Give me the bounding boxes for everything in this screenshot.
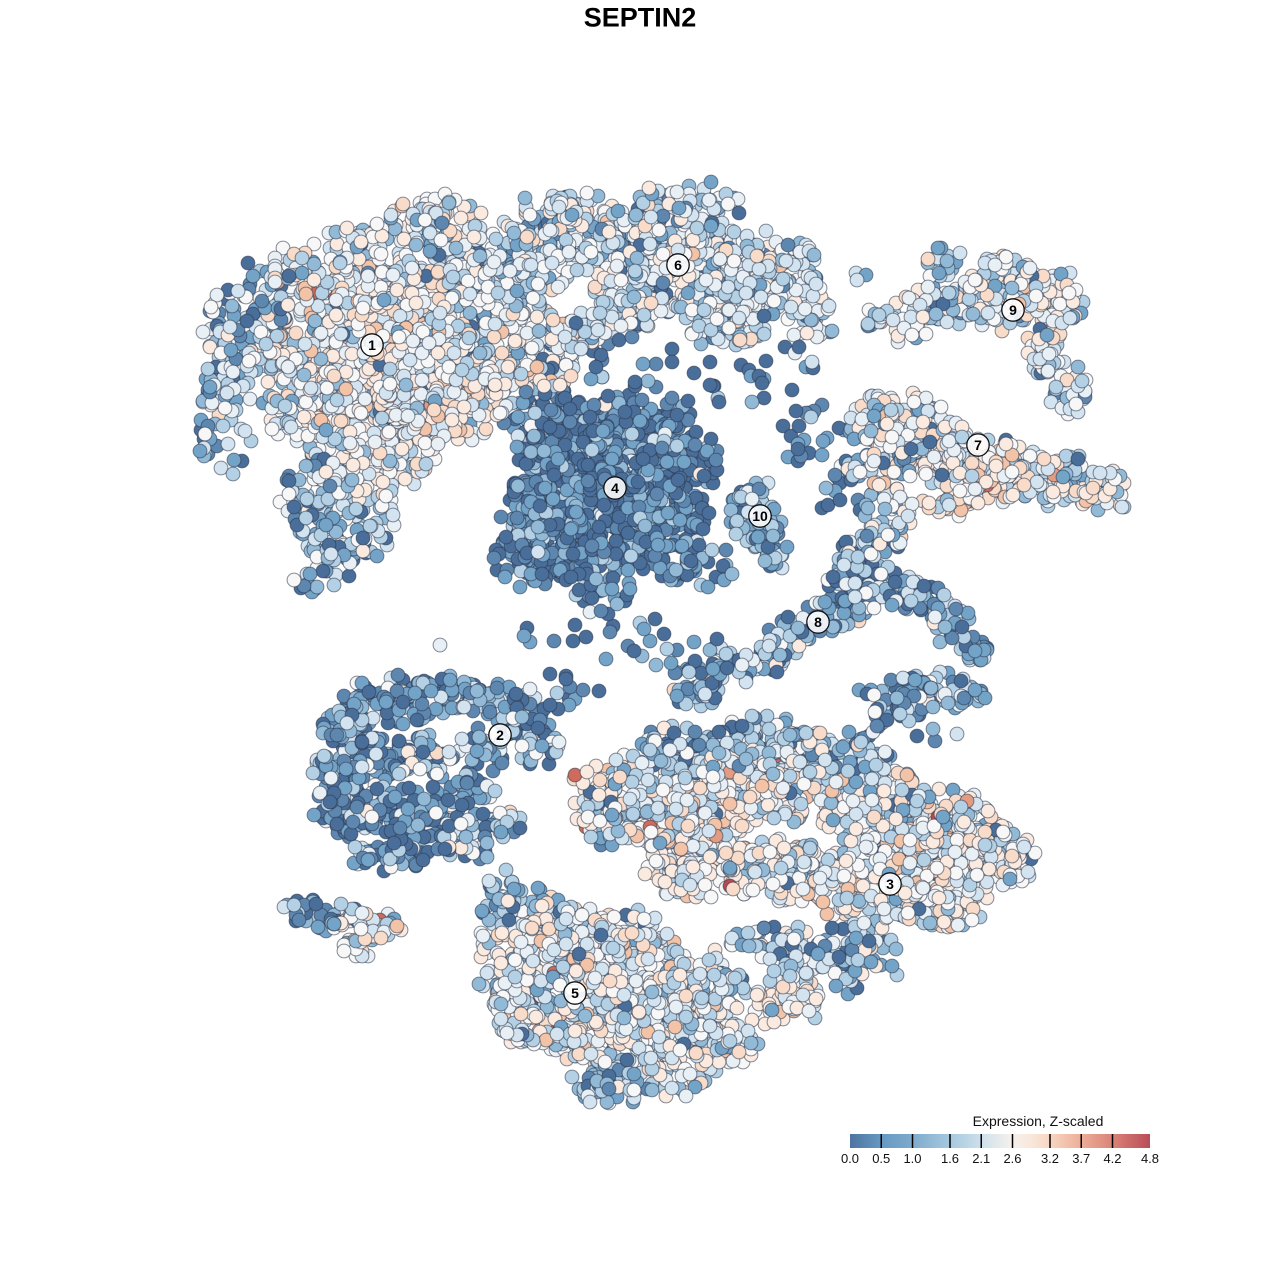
svg-text:SEPTIN2: SEPTIN2 (584, 3, 697, 33)
